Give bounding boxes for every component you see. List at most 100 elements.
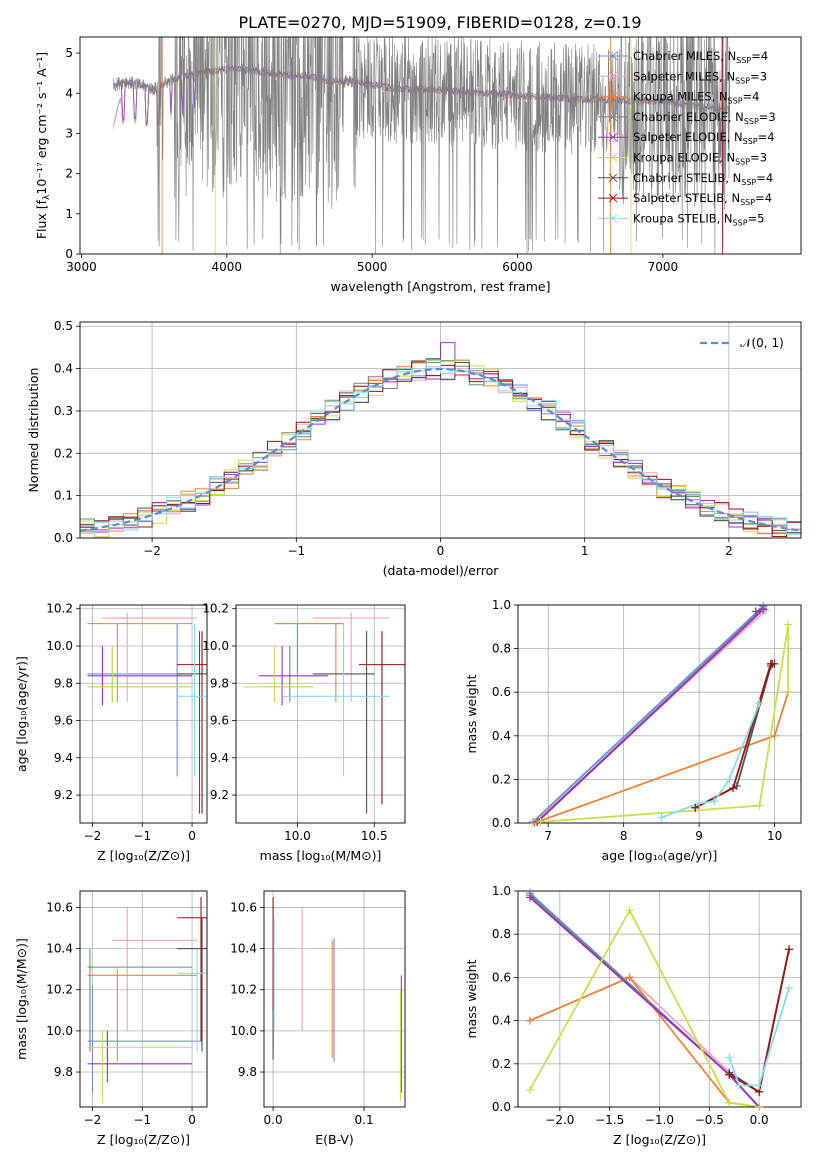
tick-label-y: 10.2 xyxy=(202,602,229,616)
axes-frame xyxy=(517,890,802,1108)
tick-label-x: 6000 xyxy=(502,260,533,274)
histogram-step xyxy=(80,342,801,533)
tick-label-x: 10.5 xyxy=(361,829,388,843)
tick-label-y: 10.0 xyxy=(202,639,229,653)
tick-label-y: 9.4 xyxy=(210,751,229,765)
tick-label-x: −1.0 xyxy=(645,1113,674,1127)
tick-label-x: 0 xyxy=(188,1113,196,1127)
axes-frame xyxy=(235,604,406,824)
legend-marker xyxy=(608,132,618,142)
mass-weight-line xyxy=(534,691,790,823)
mass-weight-point xyxy=(770,731,779,740)
tick-label-y: 0.8 xyxy=(492,642,511,656)
tick-label-y: 9.6 xyxy=(54,714,73,728)
histogram-step xyxy=(80,360,801,538)
mass-weight-point xyxy=(725,1098,734,1107)
tick-label-x: −1.5 xyxy=(595,1113,624,1127)
legend-marker xyxy=(608,112,618,122)
legend-entry: Kroupa MILES, NSSP=4 xyxy=(633,90,759,106)
tick-label-x: 9 xyxy=(695,829,703,843)
tick-label-x: −1 xyxy=(133,1113,151,1127)
x-axis-label: Z [log₁₀(Z/Z⊙)] xyxy=(613,1132,706,1147)
tick-label-y: 0.6 xyxy=(492,970,511,984)
tick-label-y: 1 xyxy=(65,207,73,221)
plot-area xyxy=(80,342,801,538)
tick-label-y: 10.0 xyxy=(46,639,73,653)
legend-entry: 𝒩(0, 1) xyxy=(740,336,784,350)
y-axis-label: mass weight xyxy=(464,959,479,1038)
mass-weight-line xyxy=(529,976,760,1107)
tick-label-x: 7000 xyxy=(648,260,679,274)
spectrum-data-line xyxy=(113,37,731,254)
mass-weight-point xyxy=(625,973,634,982)
legend-entry: Chabrier STELIB, NSSP=4 xyxy=(633,171,773,187)
mass-weight-point xyxy=(784,688,793,697)
mass-weight-point xyxy=(725,775,734,784)
tick-label-x: 2 xyxy=(725,544,733,558)
axes-frame xyxy=(79,36,802,255)
tick-label-y: 5 xyxy=(65,46,73,60)
mass-weight-point xyxy=(695,799,704,808)
legend-entry: Salpeter MILES, NSSP=3 xyxy=(633,69,767,85)
ticks: −2 −1 0 1 2 0.0 0.1 0.2 0.3 0.4 0.5 xyxy=(54,319,733,558)
tick-label-y: 9.2 xyxy=(54,788,73,802)
tick-label-y: 0.0 xyxy=(492,816,511,830)
tick-label-y: 4 xyxy=(65,86,73,100)
legend-entry: Salpeter ELODIE, NSSP=4 xyxy=(633,130,775,146)
x-axis-label: Z [log₁₀(Z/Z⊙)] xyxy=(97,1132,190,1147)
mass-weight-point xyxy=(784,620,793,629)
tick-label-y: 9.8 xyxy=(210,676,229,690)
y-axis-label: Normed distribution xyxy=(26,368,41,493)
tick-label-y: 9.8 xyxy=(54,676,73,690)
mass-weight-point xyxy=(768,659,777,668)
grid xyxy=(80,605,207,823)
legend-entry: Kroupa STELIB, NSSP=5 xyxy=(633,211,764,227)
legend-entry: Kroupa ELODIE, NSSP=3 xyxy=(633,151,767,167)
tick-label-y: 0.8 xyxy=(492,927,511,941)
mass-weight-line xyxy=(529,908,760,1107)
mass-weight-point xyxy=(759,605,768,614)
ticks: 0.0 0.1 9.8 10.0 10.2 10.4 10.6 xyxy=(230,900,373,1127)
x-axis-label: wavelength [Angstrom, rest frame] xyxy=(330,279,550,294)
legend-marker xyxy=(608,71,618,81)
axes-frame xyxy=(79,890,208,1108)
legend-marker xyxy=(608,193,618,203)
tick-label-y: 9.2 xyxy=(210,788,229,802)
tick-label-x: −2 xyxy=(143,544,161,558)
mass-weight-point xyxy=(725,1070,734,1079)
x-axis-label: age [log₁₀(age/yr)] xyxy=(602,848,718,863)
mass-weight-point xyxy=(751,607,760,616)
tick-label-y: 0.0 xyxy=(54,531,73,545)
tick-label-y: 0 xyxy=(65,247,73,261)
tick-label-x: 1 xyxy=(581,544,589,558)
ticks: −2 −1 0 9.2 9.4 9.6 9.8 10.0 10.2 xyxy=(46,602,196,843)
axes-frame xyxy=(263,890,406,1108)
tick-label-x: 8 xyxy=(620,829,628,843)
mass-weight-point xyxy=(755,801,764,810)
ticks: 10.0 10.5 9.2 9.4 9.6 9.8 10.0 10.2 xyxy=(202,602,387,843)
axes-frame xyxy=(517,604,802,824)
legend-marker xyxy=(608,51,618,61)
tick-label-y: 10.2 xyxy=(230,983,257,997)
tick-label-x: −2.0 xyxy=(545,1113,574,1127)
spectrum-legend: Chabrier MILES, NSSP=4 Salpeter MILES, NS… xyxy=(598,49,776,227)
tick-label-x: −2 xyxy=(84,829,102,843)
grid xyxy=(264,891,405,1107)
y-axis-label: mass weight xyxy=(464,674,479,753)
tick-label-y: 9.6 xyxy=(210,714,229,728)
tick-label-x: 0.0 xyxy=(750,1113,769,1127)
legend-marker xyxy=(608,173,618,183)
tick-label-x: 5000 xyxy=(357,260,388,274)
tick-label-x: −0.5 xyxy=(695,1113,724,1127)
tick-label-y: 10.0 xyxy=(230,1024,257,1038)
grid xyxy=(80,891,207,1107)
y-axis-label: mass [log₁₀(M/M⊙)] xyxy=(14,938,29,1060)
grid xyxy=(236,605,405,823)
mass-weight-point xyxy=(755,699,764,708)
normal-curve xyxy=(80,367,799,532)
tick-label-y: 10.6 xyxy=(46,900,73,914)
mass-weight-point xyxy=(525,893,534,902)
tick-label-y: 0.4 xyxy=(54,362,73,376)
mass-weight-line xyxy=(540,624,790,823)
